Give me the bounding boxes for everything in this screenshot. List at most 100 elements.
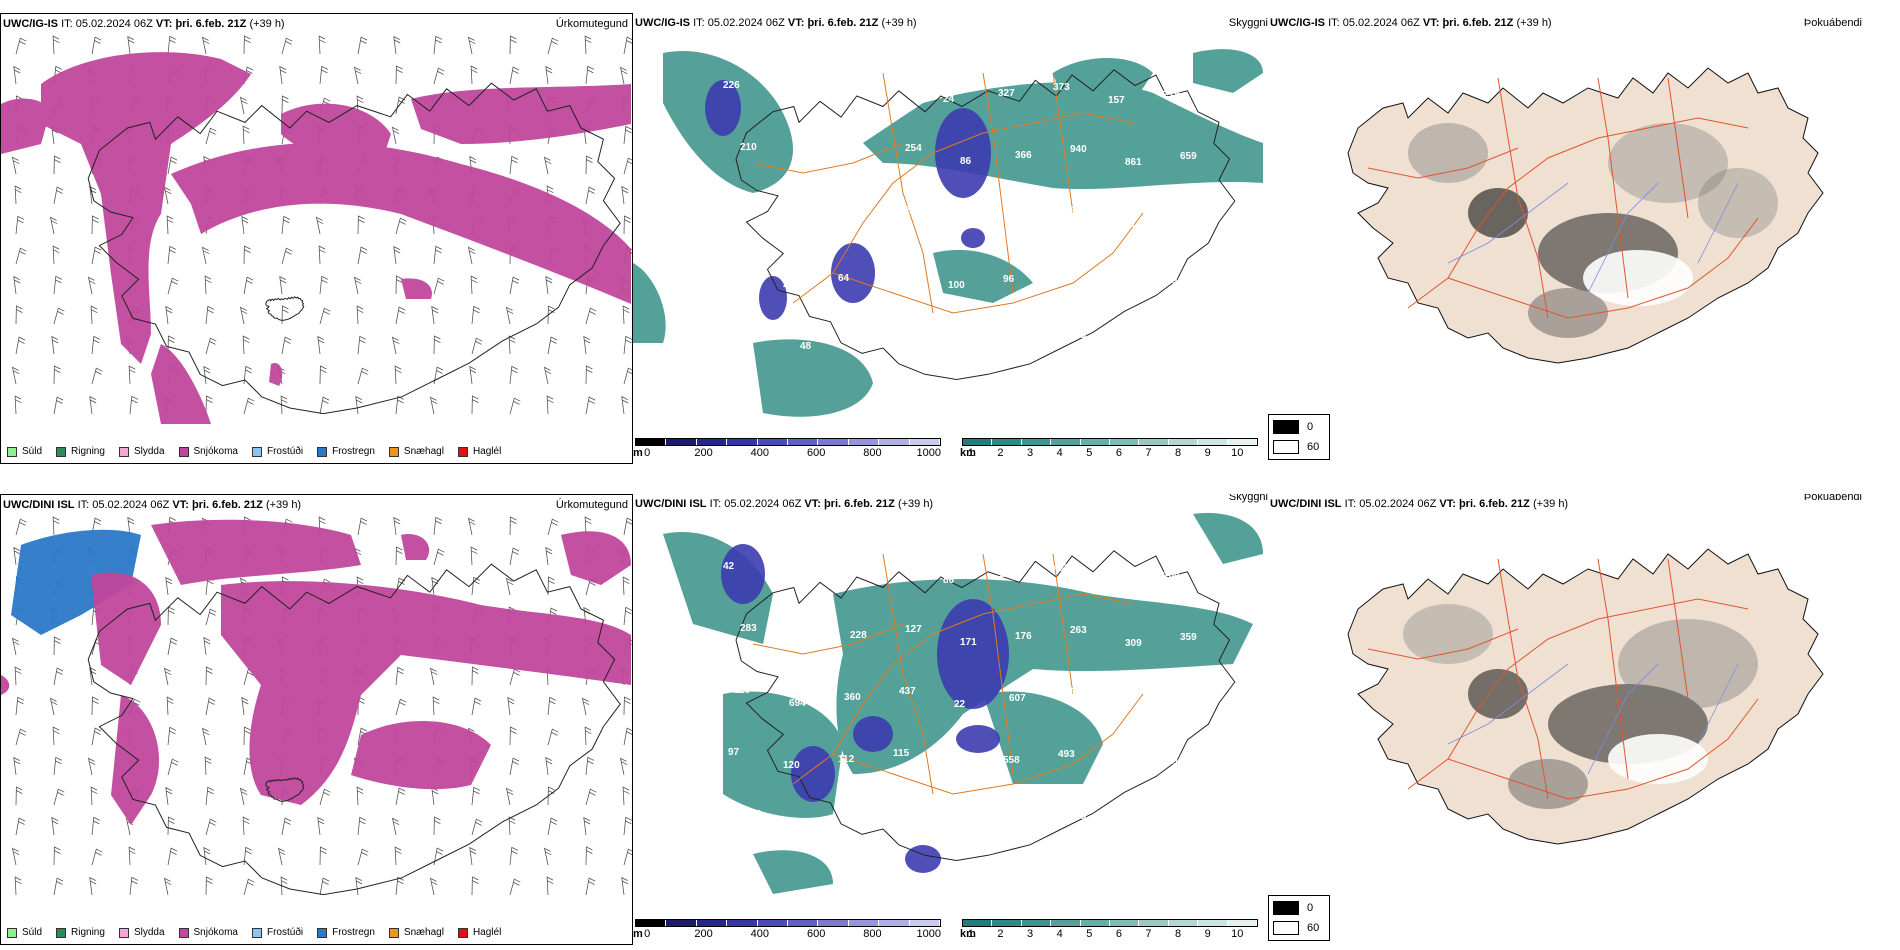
colorbar-tick-label: 7 bbox=[1145, 928, 1152, 940]
wind-barb bbox=[357, 36, 368, 55]
legend-label: Súld bbox=[22, 927, 43, 938]
ceiling-value-label: 97 bbox=[728, 747, 740, 758]
legend-swatch bbox=[118, 446, 129, 457]
snow-areas bbox=[1, 519, 631, 825]
wind-barb bbox=[91, 215, 99, 235]
ceiling-visibility-panel-top: UWC/IG-IS IT: 05.02.2024 06Z VT: þri. 6.… bbox=[633, 13, 1268, 464]
ceiling-value-label: 211 bbox=[1168, 756, 1185, 767]
wind-barb bbox=[395, 787, 406, 806]
wind-barb bbox=[53, 877, 64, 896]
ceiling-value-label: 373 bbox=[1053, 82, 1070, 93]
wind-barb bbox=[433, 366, 444, 385]
panel-title: UWC/DINI ISL IT: 05.02.2024 06Z VT: þri.… bbox=[3, 499, 302, 511]
wind-barb bbox=[509, 757, 520, 776]
wind-barb bbox=[53, 636, 61, 656]
wind-barb bbox=[127, 35, 135, 55]
colorbar-tick-label: 800 bbox=[863, 928, 882, 940]
legend-swatch bbox=[178, 927, 189, 938]
wind-barb bbox=[205, 876, 213, 896]
ceiling-value-label: 78 bbox=[893, 267, 905, 278]
wind-barb bbox=[509, 397, 521, 415]
colorbar-tick-label: 1000 bbox=[916, 447, 941, 459]
road bbox=[792, 593, 1134, 785]
wind-barb bbox=[281, 215, 290, 235]
ceiling-value-label: 327 bbox=[998, 88, 1015, 99]
colorbar-cell bbox=[1139, 439, 1169, 445]
colorbar-tick-label: 1 bbox=[967, 928, 974, 940]
wind-barb bbox=[129, 876, 138, 896]
legend-swatch bbox=[251, 927, 262, 938]
ceiling-value-label: 199 bbox=[855, 335, 872, 346]
wind-barb bbox=[14, 395, 22, 415]
wind-barb bbox=[471, 786, 480, 806]
ceiling-value-label: 243 bbox=[795, 155, 812, 166]
river bbox=[1587, 182, 1659, 294]
ceiling-value-label: 66 bbox=[888, 562, 900, 573]
ceiling-unit: m bbox=[633, 928, 643, 940]
wind-barb bbox=[203, 636, 211, 656]
wind-barb bbox=[242, 125, 250, 145]
wind-barb bbox=[128, 365, 136, 385]
visibility-colorbar-cells bbox=[962, 919, 1258, 927]
wind-barb bbox=[623, 517, 632, 536]
legend-item: Slydda bbox=[118, 927, 165, 938]
wind-barb bbox=[205, 305, 214, 325]
fog-legend-high-swatch bbox=[1273, 420, 1299, 434]
ceiling-value-label: 159 bbox=[745, 809, 762, 820]
wind-barb bbox=[52, 726, 60, 746]
fog-legend: 0 60 bbox=[1268, 895, 1330, 941]
colorbar-cell bbox=[696, 439, 728, 445]
colorbar-cell bbox=[879, 439, 910, 445]
wind-barb bbox=[53, 275, 62, 295]
legend-item: Slydda bbox=[118, 446, 165, 457]
wind-barb bbox=[433, 548, 445, 566]
wind-barb bbox=[167, 816, 175, 836]
ceiling-value-label: 263 bbox=[1070, 625, 1087, 636]
river bbox=[1697, 663, 1739, 745]
legend-label: Snjókoma bbox=[193, 927, 238, 938]
wind-barb bbox=[509, 66, 520, 85]
field-name: Skyggni bbox=[1228, 494, 1268, 503]
wind-barb bbox=[508, 816, 516, 836]
wind-barb bbox=[395, 546, 403, 566]
wind-barb bbox=[505, 787, 514, 806]
wind-barb bbox=[167, 726, 176, 746]
legend-item: Rigning bbox=[56, 446, 105, 457]
wind-barb bbox=[623, 125, 632, 145]
road bbox=[1597, 77, 1629, 299]
colorbar-cell bbox=[788, 920, 819, 926]
iceland-coastline bbox=[87, 563, 621, 896]
wind-barb bbox=[621, 185, 629, 205]
wind-barb bbox=[163, 877, 172, 896]
colorbar-tick-label: 8 bbox=[1175, 447, 1182, 459]
colorbar-tick-label: 3 bbox=[1027, 928, 1034, 940]
wind-barb bbox=[241, 215, 249, 235]
wind-barb bbox=[395, 217, 407, 235]
wind-barb bbox=[395, 65, 403, 85]
wind-barb bbox=[15, 336, 26, 355]
wind-barb bbox=[13, 275, 21, 295]
wind-barb bbox=[53, 307, 65, 325]
wind-barb bbox=[91, 727, 102, 746]
ceiling-value-label: 24 bbox=[855, 816, 867, 827]
ceiling-visibility-panel-bottom: UWC/DINI ISL IT: 05.02.2024 06Z VT: þri.… bbox=[633, 494, 1268, 945]
wind-barb bbox=[467, 36, 476, 55]
ceiling-value-label: 73 bbox=[745, 328, 757, 339]
ceiling-value-label: 153 bbox=[888, 81, 905, 92]
colorbar-cell bbox=[848, 920, 880, 926]
visibility-colorbar: 1 2 3 4 5 6 7 8 9 10 km bbox=[960, 438, 1258, 460]
wind-barb bbox=[15, 518, 27, 536]
wind-barb bbox=[14, 185, 22, 205]
wind-barb bbox=[433, 245, 442, 265]
wind-barb bbox=[623, 848, 632, 866]
wind-barb bbox=[239, 96, 248, 115]
wind-barb bbox=[395, 395, 404, 415]
panel-title: UWC/DINI ISL IT: 05.02.2024 06Z VT: þri.… bbox=[635, 498, 934, 510]
colorbar-cell bbox=[727, 920, 758, 926]
fog-legend-low-swatch bbox=[1273, 440, 1299, 454]
wind-barb bbox=[52, 516, 60, 536]
ceiling-value-label: 87 bbox=[1119, 700, 1131, 711]
ceiling-value-label: 148 bbox=[965, 342, 982, 353]
wind-barb bbox=[13, 65, 21, 85]
colorbar-tick-label: 10 bbox=[1231, 928, 1244, 940]
